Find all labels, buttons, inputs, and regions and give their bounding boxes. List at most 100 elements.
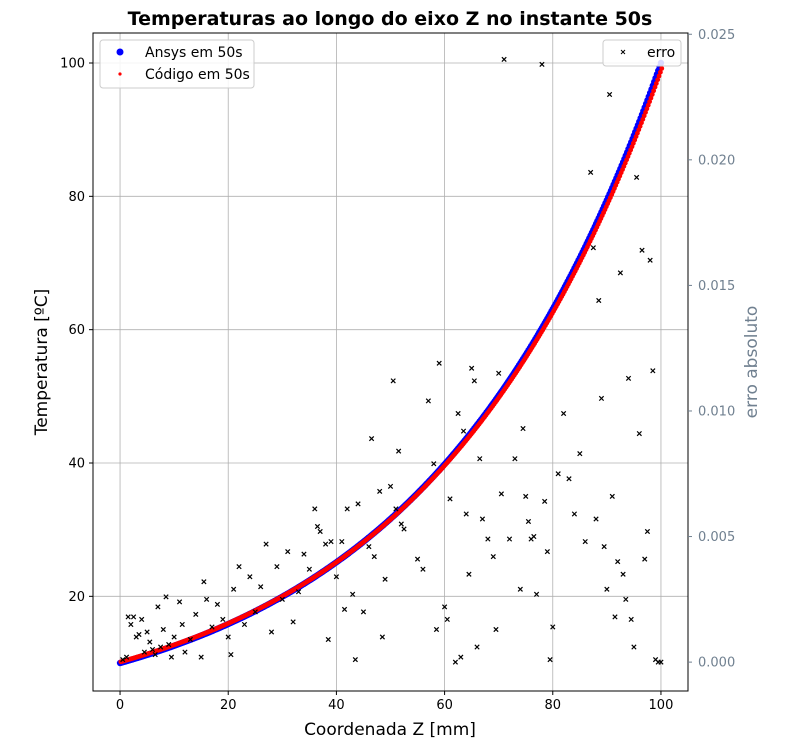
point-erro	[609, 493, 615, 499]
point-erro	[125, 614, 131, 620]
point-erro	[458, 654, 464, 660]
point-erro	[447, 496, 453, 502]
point-erro	[620, 571, 626, 577]
point-erro	[157, 644, 164, 650]
point-erro	[214, 601, 221, 607]
legend-label-codigo: Código em 50s	[145, 67, 250, 83]
point-erro	[517, 586, 523, 592]
point-erro	[312, 506, 318, 512]
point-erro	[328, 538, 334, 545]
point-erro	[301, 551, 307, 557]
point-erro	[325, 636, 331, 643]
point-erro	[544, 548, 550, 555]
point-erro	[339, 538, 345, 545]
point-erro	[636, 430, 642, 437]
x-tick-label: 0	[116, 698, 124, 713]
point-erro	[425, 398, 431, 404]
chart-title: Temperaturas ao longo do eixo Z no insta…	[128, 8, 653, 30]
point-erro	[490, 554, 496, 560]
point-erro	[555, 471, 561, 477]
point-erro	[263, 541, 269, 547]
point-erro	[463, 511, 469, 517]
y2-tick-label: 0.000	[698, 656, 735, 671]
point-erro	[198, 654, 204, 660]
point-erro	[441, 604, 448, 610]
y2-tick-label: 0.010	[698, 404, 735, 419]
grid	[93, 33, 688, 691]
point-erro	[128, 621, 134, 628]
y-tick-label: 40	[68, 457, 85, 472]
point-erro	[350, 591, 356, 597]
point-erro	[120, 656, 126, 663]
point-erro	[525, 518, 532, 525]
point-erro	[479, 516, 486, 522]
point-erro	[566, 476, 572, 482]
point-erro	[144, 629, 150, 635]
point-erro	[531, 533, 537, 540]
point-erro	[279, 596, 285, 602]
point-erro	[612, 614, 618, 620]
point-erro	[393, 506, 399, 512]
point-erro	[149, 646, 156, 653]
point-erro	[341, 606, 348, 613]
point-erro	[444, 616, 450, 623]
point-erro	[285, 548, 291, 555]
point-erro	[368, 435, 375, 442]
point-erro	[306, 566, 312, 572]
point-erro	[604, 586, 610, 592]
x-tick-label: 40	[328, 698, 345, 713]
y-tick-label: 80	[68, 190, 85, 205]
point-codigo	[647, 99, 652, 105]
point-erro	[631, 644, 637, 650]
legend-right-box	[602, 39, 682, 67]
x-tick-label: 60	[436, 698, 453, 713]
point-erro	[493, 626, 499, 633]
point-erro	[398, 521, 404, 527]
point-erro	[512, 456, 518, 462]
point-erro	[123, 654, 130, 660]
point-erro	[433, 626, 440, 633]
point-erro	[560, 410, 567, 417]
point-erro	[176, 599, 183, 605]
x-tick-label: 80	[544, 698, 561, 713]
point-erro	[171, 634, 177, 640]
point-erro	[203, 596, 210, 602]
point-erro	[152, 651, 158, 658]
point-erro	[333, 574, 340, 580]
y-tick-label: 100	[60, 57, 85, 72]
point-erro	[496, 370, 502, 376]
y2-tick-label: 0.005	[698, 530, 735, 545]
legend-label-erro: erro	[647, 45, 675, 61]
point-erro	[387, 483, 394, 489]
point-erro	[377, 488, 383, 494]
series-erro-points	[120, 56, 664, 665]
point-erro	[395, 448, 402, 454]
point-erro	[539, 61, 545, 68]
point-erro	[225, 634, 231, 640]
point-erro	[352, 656, 358, 663]
point-erro	[420, 566, 426, 572]
series-codigo-curve	[118, 66, 665, 665]
point-erro	[179, 621, 185, 628]
point-erro	[401, 526, 407, 532]
point-erro	[130, 614, 137, 620]
point-erro	[201, 579, 207, 585]
y-tick-label: 20	[68, 590, 85, 605]
x-axis: 0 20 40 60 80 100	[116, 691, 673, 713]
legend-marker-ansys	[116, 48, 124, 56]
legend-marker-erro	[620, 49, 626, 55]
point-erro	[382, 576, 388, 582]
point-erro	[187, 636, 193, 643]
point-erro	[166, 641, 172, 648]
point-erro	[606, 91, 613, 98]
point-erro	[617, 270, 624, 276]
point-erro	[658, 659, 664, 665]
point-erro	[141, 649, 148, 655]
point-erro	[139, 616, 145, 623]
point-erro	[588, 169, 594, 176]
plot-frame	[92, 32, 689, 692]
point-erro	[236, 564, 242, 570]
x-tick-label: 20	[220, 698, 237, 713]
point-erro	[295, 589, 302, 595]
